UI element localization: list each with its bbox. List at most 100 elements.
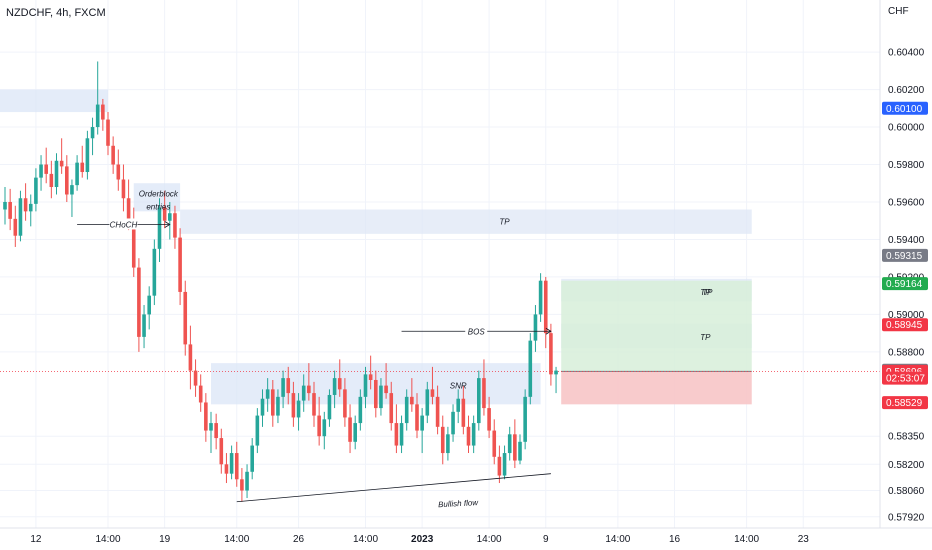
- candle-103: [533, 305, 538, 352]
- zone-1: [133, 183, 181, 212]
- candle-47: [245, 464, 249, 499]
- candle-82: [425, 381, 430, 424]
- candle-body-34: [178, 237, 182, 292]
- candle-body-90: [466, 426, 471, 446]
- candle-body-7: [39, 164, 43, 178]
- candle-86: [446, 426, 450, 461]
- candle-body-21: [111, 145, 115, 165]
- candle-body-50: [260, 398, 265, 416]
- candle-5: [28, 194, 33, 227]
- candle-body-65: [337, 378, 342, 390]
- candle-42: [219, 428, 224, 474]
- y-tick-label-2: 0.60000: [888, 123, 925, 134]
- candle-18: [95, 61, 100, 135]
- candle-73: [379, 378, 383, 416]
- candle-93: [482, 359, 486, 416]
- candle-28: [147, 286, 151, 330]
- x-tick-label-12: 23: [798, 534, 810, 545]
- x-tick-label-3: 14:00: [224, 534, 249, 545]
- y-tick-label-8: 0.58800: [888, 347, 925, 358]
- candle-33: [173, 205, 177, 249]
- candle-body-5: [28, 203, 33, 212]
- candle-body-30: [157, 207, 162, 249]
- candle-body-38: [198, 385, 203, 403]
- candle-body-106: [549, 333, 553, 375]
- candle-body-98: [507, 434, 512, 454]
- candle-body-58: [301, 385, 306, 401]
- candle-65: [337, 359, 342, 397]
- price-badge-text-2: 0.59164: [886, 279, 923, 290]
- x-tick-label-9: 14:00: [605, 534, 630, 545]
- candle-body-86: [446, 434, 450, 454]
- candle-7: [39, 155, 43, 191]
- candle-body-70: [363, 374, 368, 397]
- candle-13: [70, 179, 74, 217]
- y-tick-label-1: 0.60200: [888, 85, 925, 96]
- candle-body-103: [533, 314, 538, 341]
- candle-81: [420, 408, 424, 454]
- candle-body-32: [168, 213, 172, 221]
- bullish-flow-line: [236, 473, 551, 503]
- candle-body-56: [291, 393, 296, 418]
- candle-body-43: [224, 464, 229, 474]
- annotation-bullish: Bullish flow: [438, 498, 480, 509]
- candle-61: [317, 396, 321, 446]
- candle-body-33: [173, 213, 177, 238]
- candle-body-22: [116, 164, 121, 180]
- candle-body-44: [229, 453, 234, 474]
- candle-body-24: [126, 198, 131, 221]
- candle-body-57: [296, 400, 301, 418]
- candle-92: [477, 370, 481, 431]
- candle-2: [13, 205, 18, 247]
- price-badge-text-1: 0.59315: [886, 251, 923, 262]
- candle-body-17: [90, 127, 95, 139]
- candles-layer: [3, 61, 558, 502]
- candle-body-92: [477, 378, 481, 424]
- candle-body-75: [389, 393, 394, 424]
- candle-body-66: [343, 389, 347, 418]
- candle-body-20: [106, 119, 110, 146]
- candle-body-31: [162, 207, 167, 221]
- bos-arrow-icon: [545, 327, 552, 335]
- choch-label-bg: [109, 218, 138, 230]
- candle-19: [101, 98, 105, 131]
- x-tick-label-2: 19: [159, 534, 171, 545]
- candle-66: [343, 378, 347, 427]
- stop-loss-box: [561, 371, 752, 405]
- candle-20: [106, 112, 110, 156]
- x-tick-label-10: 16: [669, 534, 681, 545]
- candle-60: [312, 381, 316, 427]
- candle-body-72: [374, 379, 378, 409]
- x-tick-label-8: 9: [543, 534, 549, 545]
- candle-body-18: [95, 104, 100, 128]
- price-badge-3: [882, 318, 928, 332]
- candle-72: [374, 370, 378, 418]
- candle-10: [54, 153, 59, 195]
- candle-9: [49, 160, 54, 199]
- y-tick-label-12: 0.57920: [888, 512, 925, 523]
- candle-40: [209, 411, 213, 454]
- candle-91: [471, 415, 476, 454]
- take-profit-box: [561, 280, 752, 372]
- candle-body-15: [80, 162, 85, 173]
- candle-26: [137, 258, 141, 352]
- x-tick-label-4: 26: [293, 534, 305, 545]
- candle-79: [410, 378, 414, 412]
- candle-90: [466, 415, 471, 454]
- candle-body-46: [240, 479, 244, 491]
- candle-67: [348, 404, 352, 454]
- price-badge-text-6: 02:53:07: [886, 374, 925, 385]
- candle-58: [301, 374, 306, 412]
- candle-body-74: [384, 385, 388, 394]
- candle-48: [250, 438, 254, 480]
- candle-88: [456, 389, 460, 424]
- candle-63: [327, 389, 332, 427]
- candle-body-88: [456, 398, 460, 412]
- candle-body-81: [420, 415, 424, 431]
- candle-body-36: [188, 344, 193, 371]
- candle-body-2: [13, 218, 18, 236]
- candle-body-0: [3, 201, 7, 210]
- candle-body-85: [440, 426, 445, 454]
